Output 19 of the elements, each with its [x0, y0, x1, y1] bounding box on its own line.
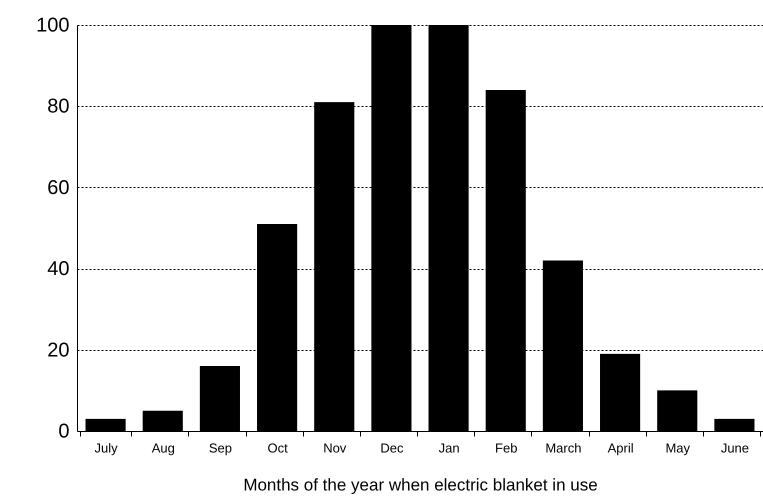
- x-tick-label: Dec: [380, 440, 404, 456]
- x-tick-label: May: [665, 440, 691, 456]
- x-tick-label: Aug: [152, 440, 175, 456]
- x-tick-label: April: [608, 440, 634, 456]
- x-axis-title: Months of the year when electric blanket in use: [243, 476, 598, 494]
- y-tick-label: 20: [47, 339, 70, 362]
- x-tick-label: June: [720, 440, 750, 456]
- x-tick-label: Jan: [438, 440, 460, 456]
- x-tick-label: Feb: [495, 440, 518, 456]
- y-tick-label: 60: [47, 176, 70, 199]
- y-tick-label: 100: [36, 14, 70, 36]
- x-tick-label: March: [545, 440, 582, 456]
- y-tick-label: 40: [47, 258, 70, 280]
- x-tick-label: Nov: [323, 440, 347, 456]
- x-tick-label: July: [94, 440, 118, 456]
- x-tick-label: Oct: [267, 440, 288, 456]
- y-tick-label: 80: [47, 96, 70, 118]
- y-tick-label: 0: [58, 420, 70, 442]
- x-tick-label: Sep: [208, 440, 232, 456]
